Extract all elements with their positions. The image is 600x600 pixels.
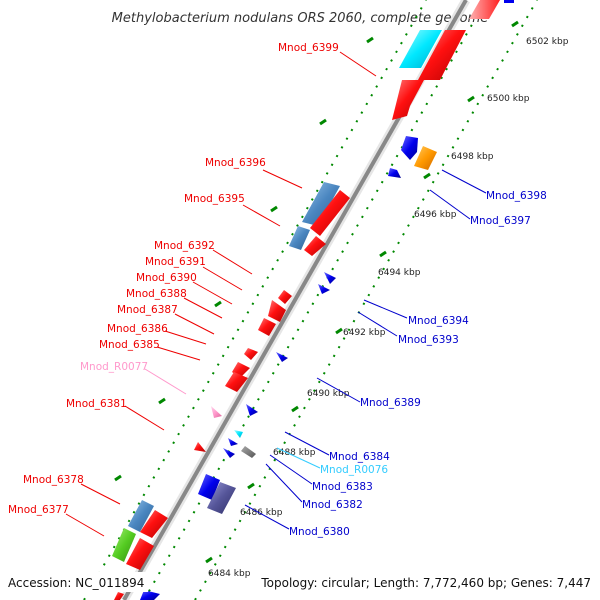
gene-label[interactable]: Mnod_6391: [145, 256, 206, 268]
gene-arrow-forward[interactable]: [469, 0, 500, 19]
gene-arrow-reverse[interactable]: [388, 168, 401, 178]
gene-label[interactable]: Mnod_6387: [117, 304, 178, 316]
gene-arrow-forward[interactable]: [126, 538, 154, 570]
kbp-tick-label: 6492 kbp: [343, 328, 386, 338]
gene-arrow-reverse[interactable]: [504, 0, 514, 3]
gene-label[interactable]: Mnod_6394: [408, 315, 469, 327]
gene-label[interactable]: Mnod_6389: [360, 397, 421, 409]
right-leader-lines: [244, 169, 487, 530]
kbp-tick-label: 6486 kbp: [240, 508, 283, 518]
gene-label-rna[interactable]: Mnod_R0076: [320, 464, 388, 476]
gene-label[interactable]: Mnod_6388: [126, 288, 187, 300]
gene-arrow-forward[interactable]: [304, 236, 326, 256]
kbp-tick-label: 6498 kbp: [451, 152, 494, 162]
gene-arrow-forward[interactable]: [278, 290, 292, 304]
gene-label[interactable]: Mnod_6395: [184, 193, 245, 205]
gene-rna[interactable]: [399, 30, 442, 68]
gene-label[interactable]: Mnod_6392: [154, 240, 215, 252]
right-gene-labels: Mnod_6398 Mnod_6397 Mnod_6394 Mnod_6393 …: [289, 190, 547, 538]
accession-text: Accession: NC_011894: [8, 576, 144, 590]
gene-pseudo-rna[interactable]: [211, 406, 222, 418]
gene-label[interactable]: Mnod_6393: [398, 334, 459, 346]
gene-label[interactable]: Mnod_6384: [329, 451, 390, 463]
gene-other[interactable]: [112, 528, 136, 562]
gene-other[interactable]: [241, 446, 256, 458]
kbp-tick-label: 6500 kbp: [487, 94, 530, 104]
gene-label[interactable]: Mnod_6399: [278, 42, 339, 54]
gene-arrow-forward[interactable]: [140, 510, 168, 538]
gene-pseudo[interactable]: [289, 226, 310, 250]
kbp-tick-label: 6496 kbp: [414, 210, 457, 220]
gene-arrow-reverse[interactable]: [318, 284, 330, 294]
gene-label[interactable]: Mnod_6386: [107, 323, 168, 335]
kbp-tick-label: 6502 kbp: [526, 37, 569, 47]
gene-label[interactable]: Mnod_6378: [23, 474, 84, 486]
kbp-tick-label: 6484 kbp: [208, 569, 251, 579]
outer-track-dashes: [114, 36, 374, 482]
kbp-tick-label: 6494 kbp: [378, 268, 421, 278]
gene-label[interactable]: Mnod_6382: [302, 499, 363, 511]
gene-label[interactable]: Mnod_6398: [486, 190, 547, 202]
gene-arrow-forward[interactable]: [310, 190, 350, 236]
leader-line-rna: [276, 447, 321, 469]
gene-arrow-forward[interactable]: [244, 348, 258, 360]
gene-arrow-reverse[interactable]: [414, 146, 437, 170]
left-leader-lines: [65, 51, 377, 537]
gene-arrow-forward[interactable]: [225, 372, 248, 392]
gene-arrow-reverse[interactable]: [401, 136, 418, 160]
gene-label[interactable]: Mnod_6396: [205, 157, 266, 169]
kbp-tick-label: 6488 kbp: [273, 448, 316, 458]
gene-features: [112, 0, 514, 600]
topology-text: Topology: circular; Length: 7,772,460 bp…: [260, 576, 591, 590]
gene-arrow-reverse[interactable]: [223, 448, 235, 458]
footer-bg-left: [0, 572, 148, 592]
gene-arrow-reverse[interactable]: [207, 482, 236, 514]
gene-rna[interactable]: [234, 430, 243, 438]
gene-arrow-reverse[interactable]: [276, 352, 288, 362]
gene-label[interactable]: Mnod_6381: [66, 398, 127, 410]
gene-label-rna[interactable]: Mnod_R0077: [80, 361, 148, 373]
kbp-tick-label: 6490 kbp: [307, 389, 350, 399]
gene-arrow-reverse[interactable]: [246, 404, 258, 416]
gene-arrow-forward[interactable]: [392, 80, 424, 120]
gene-pseudo[interactable]: [302, 182, 340, 226]
kbp-scale: 6502 kbp 6500 kbp 6498 kbp 6496 kbp 6494…: [208, 37, 569, 579]
gene-label[interactable]: Mnod_6377: [8, 504, 69, 516]
gene-arrow-reverse[interactable]: [140, 590, 160, 600]
gene-arrow-forward[interactable]: [418, 30, 466, 80]
gene-label[interactable]: Mnod_6397: [470, 215, 531, 227]
gene-arrow-forward[interactable]: [268, 300, 286, 322]
gene-arrow-forward[interactable]: [258, 318, 276, 336]
left-gene-labels: Mnod_6399 Mnod_6396 Mnod_6395 Mnod_6392 …: [8, 42, 339, 516]
gene-arrow-reverse[interactable]: [228, 438, 238, 446]
gene-label[interactable]: Mnod_6385: [99, 339, 160, 351]
inner-track-dashes: [205, 20, 519, 564]
gene-arrow-forward[interactable]: [194, 442, 206, 452]
gene-label[interactable]: Mnod_6383: [312, 481, 373, 493]
gene-arrow-reverse[interactable]: [324, 272, 336, 284]
gene-label[interactable]: Mnod_6380: [289, 526, 350, 538]
footer-bg-right: [256, 572, 600, 592]
map-title: Methylobacterium nodulans ORS 2060, comp…: [112, 11, 489, 26]
gene-pseudo[interactable]: [128, 500, 154, 532]
gene-arrow-forward[interactable]: [114, 592, 124, 600]
gene-label[interactable]: Mnod_6390: [136, 272, 197, 284]
leader-line-rna: [144, 368, 187, 395]
